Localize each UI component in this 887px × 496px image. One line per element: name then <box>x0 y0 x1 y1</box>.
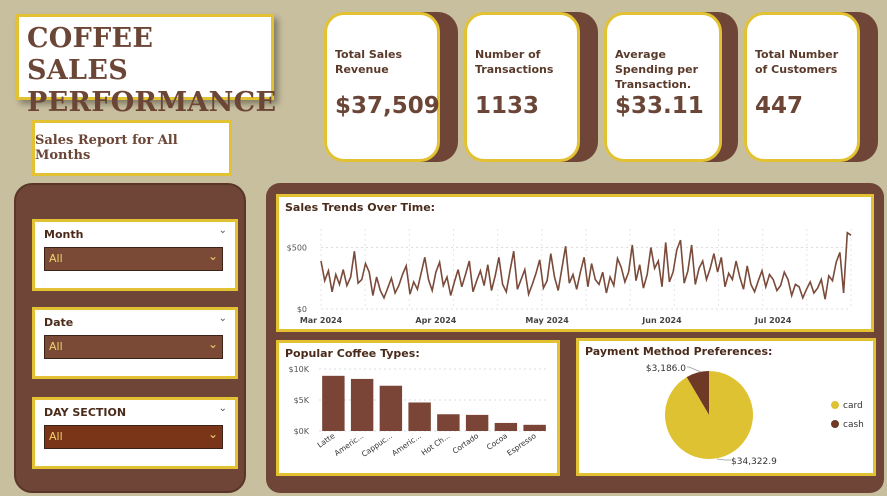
bar <box>322 375 345 431</box>
day-section-dropdown[interactable]: All ⌄ <box>44 425 223 449</box>
kpi-value: $37,509 <box>335 93 440 119</box>
x-tick-label: Jun 2024 <box>641 316 682 325</box>
coffee-types-chart: $0K$5K$10KLatteAmeric...Cappuc...Americ.… <box>288 365 549 459</box>
dashboard-title: COFFEE SALES PERFORMANCE <box>27 23 277 119</box>
chevron-down-icon[interactable]: ⌄ <box>218 403 227 414</box>
bar <box>379 385 403 431</box>
bar <box>494 422 518 431</box>
dropdown-value: All <box>49 252 63 265</box>
coffee-types-card: Popular Coffee Types: $0K $5K $10K Latte Ame… <box>276 340 560 476</box>
sales-trend-line <box>320 231 852 301</box>
x-tick-label: Cocoa <box>485 431 509 452</box>
x-tick-label: Hot Ch... <box>420 431 452 457</box>
chevron-down-icon: ⌄ <box>207 427 218 441</box>
data-label-card: $34,322.9 <box>731 457 777 467</box>
x-tick-label: Apr 2024 <box>415 316 456 325</box>
filter-panel: Month ⌄ All ⌄ Date ⌄ All ⌄ DAY SECTION ⌄… <box>14 183 246 493</box>
month-dropdown[interactable]: All ⌄ <box>44 247 223 271</box>
x-tick-label: May 2024 <box>525 316 569 325</box>
kpi-label: Total Sales Revenue <box>335 48 403 76</box>
y-tick-label: $5K <box>294 396 310 405</box>
date-dropdown[interactable]: All ⌄ <box>44 335 223 359</box>
bar <box>350 378 374 431</box>
slicer-label: DAY SECTION <box>44 406 127 419</box>
data-label-cash: $3,186.0 <box>646 364 686 374</box>
chart-title: Sales Trends Over Time: <box>285 201 436 214</box>
x-tick-label: Espresso <box>505 431 538 458</box>
pie-slice-card <box>665 371 753 459</box>
kpi-label: Total Number of Customers <box>755 48 839 76</box>
chevron-down-icon: ⌄ <box>207 249 218 263</box>
slicer-day-section: DAY SECTION ⌄ All ⌄ <box>32 397 238 469</box>
subtitle-box: Sales Report for All Months <box>32 120 232 176</box>
kpi-label: Number of Transactions <box>475 48 554 76</box>
pie-slice-cash <box>686 371 709 415</box>
leader-line <box>716 458 731 461</box>
sales-trend-chart: $0 $500 Mar 2024 Apr 2024 May 2024 Jun 2024 Ju… <box>287 229 852 325</box>
dropdown-value: All <box>49 340 63 353</box>
x-tick-label: Latte <box>316 431 337 450</box>
bar <box>408 402 431 431</box>
slicer-date: Date ⌄ All ⌄ <box>32 307 238 379</box>
bar <box>437 414 460 431</box>
payment-method-card: Payment Method Preferences: $3,186.0 $34,… <box>576 338 876 476</box>
y-tick-label: $0K <box>294 427 310 436</box>
legend-card-icon <box>831 401 839 409</box>
title-box: COFFEE SALES PERFORMANCE <box>16 14 276 118</box>
x-tick-label: Mar 2024 <box>300 316 343 325</box>
chevron-down-icon[interactable]: ⌄ <box>218 225 227 236</box>
kpi-card-revenue: Total Sales Revenue $37,509 <box>324 12 440 162</box>
payment-method-chart: $3,186.0 $34,322.9 card cash <box>646 364 864 467</box>
slicer-label: Date <box>44 316 74 329</box>
kpi-value: 1133 <box>475 93 540 119</box>
leader-line <box>687 366 702 373</box>
title-line-2: PERFORMANCE <box>27 87 277 118</box>
x-tick-label: Cappuc... <box>360 431 394 459</box>
chart-title: Popular Coffee Types: <box>285 347 420 360</box>
chevron-down-icon: ⌄ <box>207 337 218 351</box>
kpi-value: 447 <box>755 93 804 119</box>
x-tick-label: Americ... <box>390 431 423 458</box>
x-tick-label: Cortado <box>451 431 481 456</box>
slicer-month: Month ⌄ All ⌄ <box>32 219 238 291</box>
kpi-card-avg-spending: Average Spending per Transaction. $33.11 <box>604 12 722 162</box>
legend-cash-icon <box>831 420 839 428</box>
x-tick-label: Jul 2024 <box>754 316 792 325</box>
legend-label: cash <box>843 420 864 430</box>
slicer-label: Month <box>44 228 84 241</box>
bar <box>523 424 546 431</box>
legend-label: card <box>843 401 863 411</box>
y-tick-label: $0 <box>297 305 307 314</box>
dropdown-value: All <box>49 430 63 443</box>
kpi-label: Average Spending per Transaction. <box>615 48 699 91</box>
kpi-value: $33.11 <box>615 93 704 119</box>
report-subtitle: Sales Report for All Months <box>35 133 178 163</box>
chevron-down-icon[interactable]: ⌄ <box>218 313 227 324</box>
kpi-card-customers: Total Number of Customers 447 <box>744 12 860 162</box>
chart-title: Payment Method Preferences: <box>585 345 773 358</box>
bar <box>465 414 489 431</box>
title-line-1: COFFEE SALES <box>27 23 154 86</box>
y-tick-label: $500 <box>287 243 307 252</box>
sales-trend-card: Sales Trends Over Time: $0 $500 Mar 2024 Ap… <box>276 194 874 332</box>
y-tick-label: $10K <box>288 365 309 374</box>
kpi-card-transactions: Number of Transactions 1133 <box>464 12 580 162</box>
